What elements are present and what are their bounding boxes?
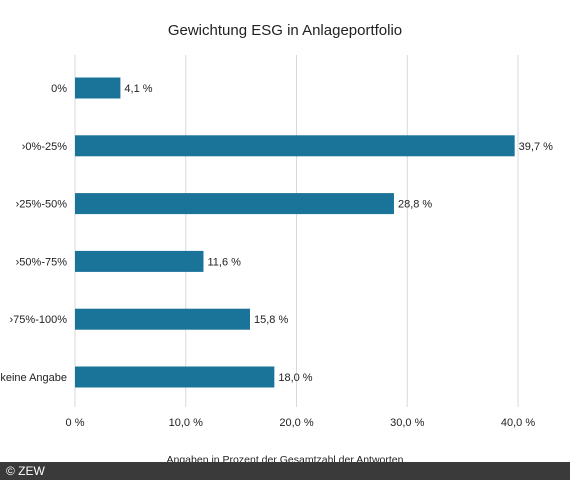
bar [75,366,275,388]
x-tick-label: 40,0 % [501,417,535,429]
bar [75,77,121,99]
data-label: 15,8 % [254,314,288,326]
category-label: 0% [51,83,67,95]
bar [75,135,515,157]
bar [75,193,394,215]
bar [75,250,204,272]
category-label: ›25%-50% [16,199,68,211]
x-tick-label: 10,0 % [169,417,203,429]
chart-title: Gewichtung ESG in Anlageportfolio [168,22,402,39]
data-label: 39,7 % [519,141,553,153]
category-labels: 0% ›0%-25% ›25%-50% ›50%-75% ›75%-100% keine … [0,83,67,384]
bars [75,77,515,388]
data-label: 11,6 % [207,256,241,268]
data-label: 18,0 % [278,372,312,384]
data-label: 28,8 % [398,199,432,211]
data-label: 4,1 % [124,83,152,95]
category-label: ›50%-75% [16,256,68,268]
category-label: keine Angabe [0,372,67,384]
x-tick-label: 0 % [66,417,85,429]
x-tick-label: 30,0 % [390,417,424,429]
bar [75,308,250,330]
copyright-text: © ZEW [6,464,45,478]
category-label: ›75%-100% [10,314,68,326]
x-tick-label: 20,0 % [279,417,313,429]
category-label: ›0%-25% [22,141,67,153]
gridlines [74,55,519,407]
data-labels: 4,1 % 39,7 % 28,8 % 11,6 % 15,8 % 18,0 % [124,83,553,384]
x-axis-ticks: 0 % 10,0 % 20,0 % 30,0 % 40,0 % [66,417,536,429]
copyright-footer: © ZEW [0,462,570,480]
